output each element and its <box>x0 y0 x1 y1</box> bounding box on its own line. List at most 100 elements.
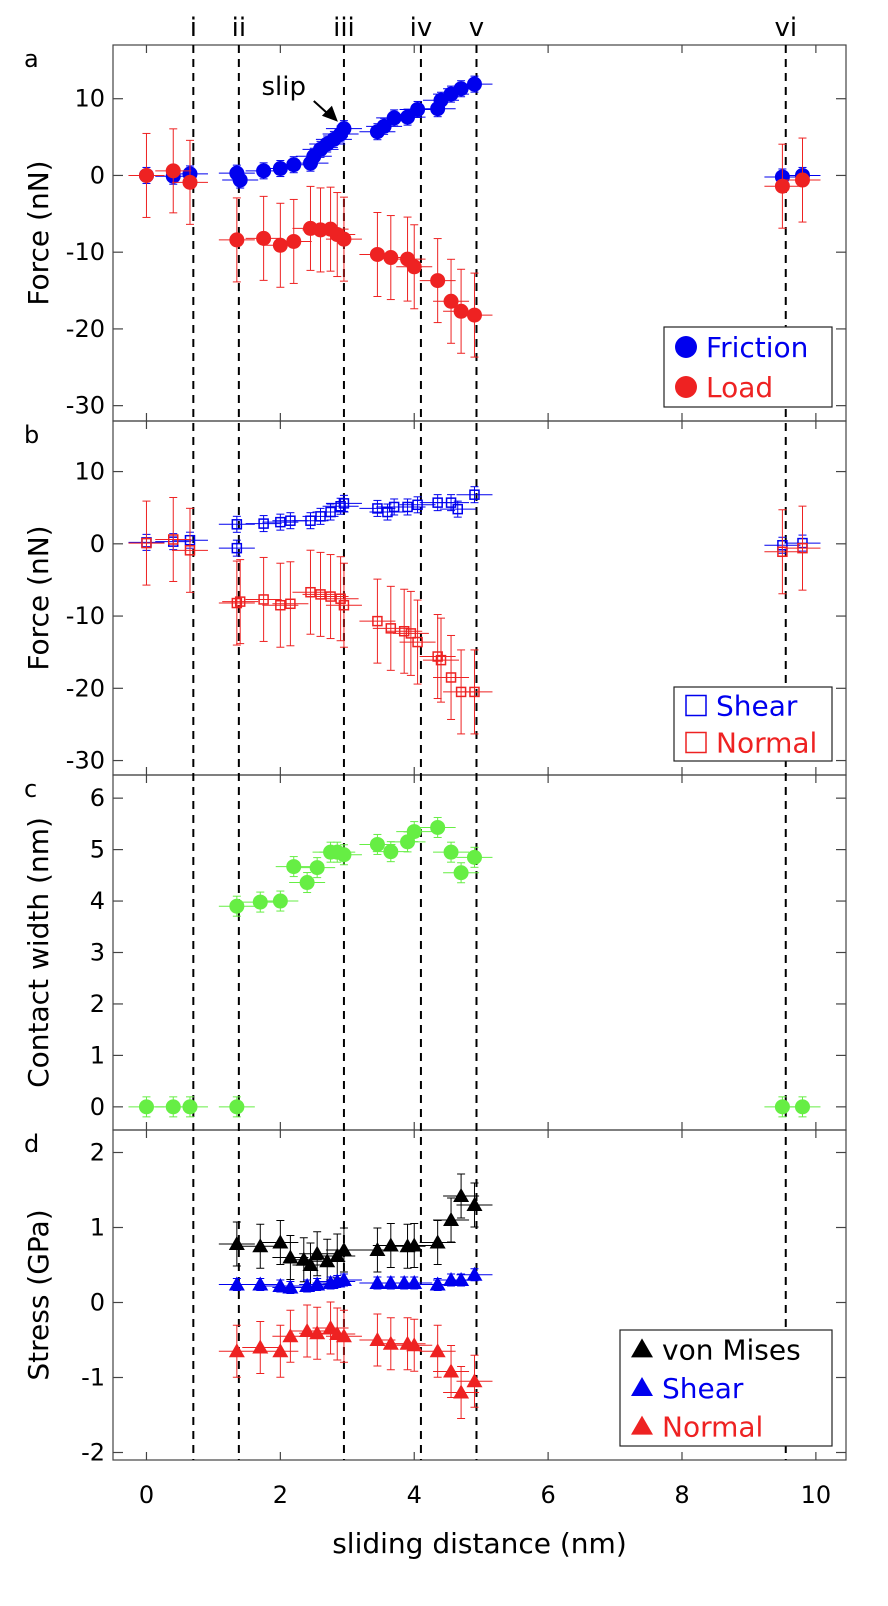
data-point <box>338 498 350 509</box>
data-point <box>443 1272 460 1286</box>
data-point <box>309 860 325 876</box>
panel-b-ytick-label: -20 <box>66 674 105 702</box>
xtick-label: 4 <box>407 1481 422 1509</box>
legend-marker <box>685 694 707 717</box>
data-point <box>309 1325 326 1340</box>
data-point <box>252 894 268 910</box>
data-point <box>325 591 336 602</box>
region-label-i: i <box>190 13 197 43</box>
data-point <box>430 273 446 289</box>
data-point <box>443 1363 460 1378</box>
data-point <box>430 819 446 835</box>
xtick-label: 0 <box>139 1481 154 1509</box>
data-point <box>286 859 302 875</box>
data-point <box>383 250 399 266</box>
data-point <box>435 654 447 666</box>
data-point <box>412 499 423 511</box>
data-point <box>469 686 480 698</box>
data-point <box>335 500 346 512</box>
data-point <box>336 847 352 863</box>
panel-a-ytick-label: -20 <box>66 315 105 343</box>
panel-d-series-normal <box>218 1301 493 1419</box>
data-point <box>335 1272 352 1286</box>
data-point <box>382 1335 399 1350</box>
data-point <box>774 1099 790 1115</box>
legend-marker <box>675 376 697 398</box>
legend-marker <box>631 1377 653 1396</box>
data-point <box>369 836 385 852</box>
data-point <box>406 1275 423 1289</box>
data-point <box>167 534 179 545</box>
data-point <box>466 1197 483 1211</box>
data-point <box>231 597 243 609</box>
data-point <box>252 1276 269 1291</box>
data-point <box>466 1266 483 1281</box>
data-point <box>256 230 272 246</box>
data-point <box>369 1242 386 1256</box>
data-point <box>285 598 296 610</box>
xtick-label: 10 <box>801 1481 832 1509</box>
data-point <box>369 1332 386 1346</box>
data-point <box>466 1373 483 1388</box>
panel-a-series-load <box>128 128 821 358</box>
data-point <box>325 506 336 518</box>
region-label-iii: iii <box>333 13 355 43</box>
panel-d-ytick-label: 2 <box>90 1139 105 1167</box>
panel-a-ylabel: Force (nN) <box>22 160 55 305</box>
panel-d-legend: von Mises Shear Normal <box>619 1329 833 1447</box>
panel-a-ytick-label: 0 <box>90 161 105 189</box>
panel-c-ytick-label: 5 <box>90 836 105 864</box>
panel-c-ylabel: Contact width (nm) <box>22 817 55 1088</box>
data-point <box>302 1257 319 1271</box>
legend-label: Friction <box>706 331 808 364</box>
data-point <box>252 1238 269 1253</box>
data-point <box>453 865 469 881</box>
data-point <box>466 76 482 92</box>
data-point <box>429 1276 446 1291</box>
data-point <box>138 167 154 183</box>
data-point <box>335 1328 352 1343</box>
data-point <box>282 1249 299 1264</box>
data-point <box>385 623 397 634</box>
data-point <box>453 303 469 319</box>
data-point <box>432 651 443 662</box>
data-point <box>309 1245 326 1260</box>
panel-d-ytick-label: -2 <box>81 1439 105 1467</box>
panel-b-series-normal <box>128 496 821 735</box>
data-point <box>396 1275 413 1289</box>
data-point <box>229 232 245 248</box>
legend-marker <box>631 1415 653 1435</box>
data-point <box>445 672 457 683</box>
data-point <box>228 1236 245 1250</box>
data-point <box>445 497 457 508</box>
data-point <box>335 593 346 604</box>
panel-d-ytick-label: -1 <box>81 1364 105 1392</box>
annotation-slip: slip <box>262 72 307 102</box>
data-point <box>315 589 326 600</box>
data-point <box>282 1328 299 1343</box>
panel-letter-d: d <box>24 1130 39 1158</box>
data-point <box>228 1276 245 1291</box>
data-point <box>256 163 272 179</box>
data-point <box>336 121 352 137</box>
data-point <box>258 594 269 605</box>
data-point <box>232 172 248 188</box>
panel-c-ytick-label: 6 <box>90 784 105 812</box>
data-point <box>406 824 422 840</box>
xtick-label: 2 <box>273 1481 288 1509</box>
panel-b-ytick-label: -30 <box>66 747 105 775</box>
data-point <box>322 1320 339 1334</box>
data-point <box>794 1099 810 1115</box>
panel-d-series-shear <box>218 1266 493 1294</box>
data-point <box>272 161 288 177</box>
data-point <box>335 1242 352 1256</box>
panel-b-ytick-label: -10 <box>66 602 105 630</box>
data-point <box>165 163 181 179</box>
data-point <box>797 542 808 554</box>
data-point <box>452 503 463 515</box>
legend-label: Shear <box>716 690 798 723</box>
data-point <box>376 118 392 134</box>
region-label-ii: ii <box>232 13 246 43</box>
data-point <box>466 307 482 323</box>
